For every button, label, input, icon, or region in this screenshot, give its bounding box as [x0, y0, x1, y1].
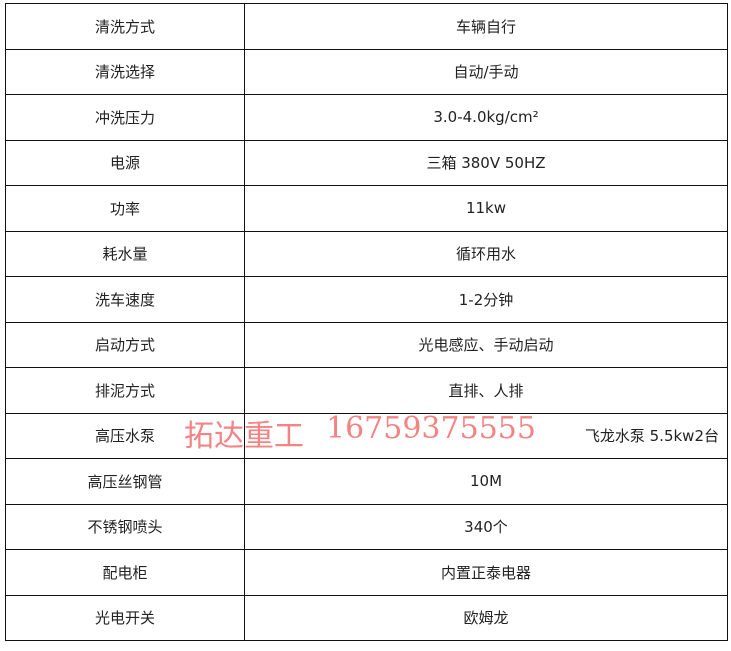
table-row: 光电开关 欧姆龙 — [5, 594, 728, 641]
spec-value: 欧姆龙 — [244, 594, 728, 641]
spec-label: 高压丝钢管 — [5, 458, 245, 505]
spec-label: 电源 — [5, 139, 245, 186]
spec-value: 内置正泰电器 — [244, 549, 728, 596]
spec-label: 清洗选择 — [5, 48, 245, 95]
spec-value: 车辆自行 — [244, 3, 728, 50]
spec-label: 冲洗压力 — [5, 94, 245, 141]
spec-value: 飞龙水泵 5.5kw2台 — [244, 412, 728, 459]
table-row: 洗车速度 1-2分钟 — [5, 276, 728, 323]
spec-value: 循环用水 — [244, 230, 728, 277]
spec-value: 三箱 380V 50HZ — [244, 139, 728, 186]
spec-label: 配电柜 — [5, 549, 245, 596]
table-row: 耗水量 循环用水 — [5, 230, 728, 277]
spec-value: 10M — [244, 458, 728, 505]
spec-value: 1-2分钟 — [244, 276, 728, 323]
spec-value: 11kw — [244, 185, 728, 232]
spec-value: 3.0-4.0kg/cm² — [244, 94, 728, 141]
spec-table: 清洗方式 车辆自行 清洗选择 自动/手动 冲洗压力 3.0-4.0kg/cm² 电源 三箱 3… — [5, 3, 728, 641]
spec-value: 直排、人排 — [244, 367, 728, 414]
table-row: 配电柜 内置正泰电器 — [5, 549, 728, 596]
spec-label: 排泥方式 — [5, 367, 245, 414]
spec-value: 340个 — [244, 503, 728, 550]
table-row: 高压丝钢管 10M — [5, 458, 728, 505]
spec-label: 启动方式 — [5, 321, 245, 368]
table-row: 功率 11kw — [5, 185, 728, 232]
spec-label: 耗水量 — [5, 230, 245, 277]
table-row: 电源 三箱 380V 50HZ — [5, 139, 728, 186]
table-row: 高压水泵 飞龙水泵 5.5kw2台 — [5, 412, 728, 459]
spec-label: 光电开关 — [5, 594, 245, 641]
table-row: 排泥方式 直排、人排 — [5, 367, 728, 414]
spec-value: 自动/手动 — [244, 48, 728, 95]
table-row: 清洗方式 车辆自行 — [5, 3, 728, 50]
spec-label: 功率 — [5, 185, 245, 232]
table-row: 冲洗压力 3.0-4.0kg/cm² — [5, 94, 728, 141]
table-row: 启动方式 光电感应、手动启动 — [5, 321, 728, 368]
table-row: 清洗选择 自动/手动 — [5, 48, 728, 95]
spec-value: 光电感应、手动启动 — [244, 321, 728, 368]
spec-label: 高压水泵 — [5, 412, 245, 459]
table-row: 不锈钢喷头 340个 — [5, 503, 728, 550]
spec-label: 清洗方式 — [5, 3, 245, 50]
spec-label: 不锈钢喷头 — [5, 503, 245, 550]
spec-label: 洗车速度 — [5, 276, 245, 323]
